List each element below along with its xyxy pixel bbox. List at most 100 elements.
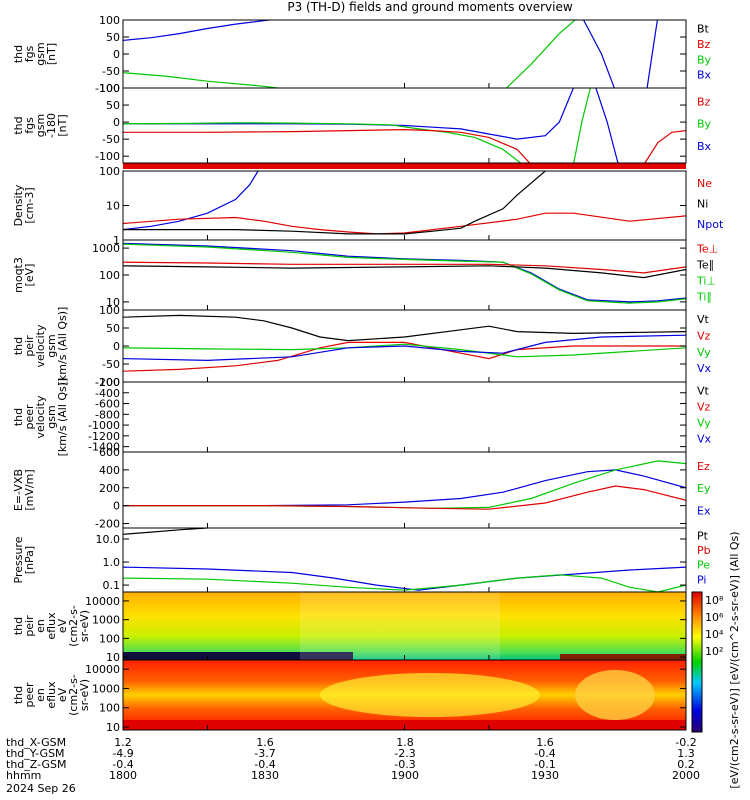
legend-entry: Vy — [697, 417, 711, 430]
y-axis-label: [nT] — [45, 43, 58, 65]
y-axis-label: thd — [12, 116, 25, 134]
y-axis-label: thd — [12, 686, 25, 704]
y-axis-label: eflux — [45, 681, 58, 709]
legend-entry: Ti⊥ — [696, 275, 716, 288]
legend-entry: Vx — [697, 362, 712, 375]
y-tick-label: -600 — [95, 398, 120, 411]
ephemeris-value: 1.6 — [256, 736, 274, 749]
y-tick-label: 0.1 — [103, 579, 121, 592]
series-line-0-by-1 — [123, 72, 283, 88]
legend-entry: Bz — [697, 38, 711, 51]
y-tick-label: -200 — [95, 518, 120, 531]
y-tick-label: 0 — [113, 48, 120, 61]
y-axis-label: (cm2-s- — [67, 674, 80, 716]
y-tick-label: -800 — [95, 408, 120, 421]
series-line-6-ey-1 — [123, 460, 686, 509]
series-line-7-pe-2 — [123, 574, 686, 592]
y-tick-label: -50 — [102, 65, 120, 78]
ephemeris-value: 1.3 — [677, 747, 695, 760]
ephemeris-value: -0.4 — [112, 758, 133, 771]
colorbar-tick-label: 10⁸ — [705, 594, 724, 607]
y-tick-label: -100 — [95, 376, 120, 389]
y-tick-label: 100 — [99, 14, 120, 27]
y-axis-label: gsm — [45, 334, 58, 357]
y-axis-label: [cm-3] — [23, 187, 36, 223]
y-tick-label: 10.0 — [96, 533, 121, 546]
y-axis-label: en — [34, 619, 47, 633]
legend-entry: Pi — [697, 573, 706, 586]
y-axis-label: Density — [12, 184, 25, 226]
spectrogram-low-energy-band — [123, 652, 353, 660]
y-axis-label: fgs — [23, 117, 36, 134]
series-line-2-npot-0 — [123, 171, 259, 231]
y-axis-label: thd — [12, 45, 25, 63]
colorbar-tick-label: 10⁶ — [705, 611, 724, 624]
ephemeris-value: -0.4 — [254, 758, 275, 771]
legend-entry: Ne — [697, 177, 712, 190]
legend-entry: Pb — [697, 544, 711, 557]
legend-entry: By — [697, 118, 712, 131]
colorbar — [691, 591, 703, 733]
legend-entry: Vx — [697, 432, 712, 445]
spectrogram-gap — [300, 592, 500, 660]
colorbar-tick-label: 10⁴ — [705, 628, 724, 641]
series-line-1-bz-2 — [123, 128, 531, 163]
y-axis-label: velocity — [34, 324, 47, 367]
y-axis-label: -180 — [45, 113, 58, 138]
date-label: 2024 Sep 26 — [6, 782, 76, 795]
series-line-7-pi-1 — [123, 566, 686, 591]
ephemeris-value: -3.7 — [254, 747, 275, 760]
ephemeris-value: 1.6 — [536, 736, 554, 749]
ephemeris-value: -0.3 — [394, 758, 415, 771]
y-axis-label: gsm — [34, 42, 47, 65]
y-tick-label: 100 — [99, 165, 120, 178]
y-axis-label: [km/s (All Qs)] — [56, 307, 69, 386]
series-line-4-vt-0 — [123, 314, 686, 342]
series-line-1-bx-5 — [595, 88, 619, 163]
y-axis-label: peir — [23, 615, 36, 637]
legend-entry: Te⊥ — [696, 243, 718, 256]
ephemeris-value: 1800 — [109, 769, 137, 782]
y-tick-label: 50 — [106, 31, 120, 44]
ephemeris-row-label: thd_Y-GSM — [6, 747, 65, 760]
y-tick-label: 1000 — [92, 242, 120, 255]
y-tick-label: 50 — [106, 322, 120, 335]
ephemeris-value: 1930 — [531, 769, 559, 782]
legend-entry: Bt — [697, 22, 710, 35]
y-tick-label: 10000 — [85, 663, 120, 676]
y-tick-label: 100 — [99, 632, 120, 645]
series-line-0-by-2 — [505, 20, 576, 88]
y-tick-label: -100 — [95, 82, 120, 95]
legend-entry: Bx — [697, 69, 712, 82]
spectrogram-core-late — [575, 670, 655, 720]
y-tick-label: 100 — [99, 269, 120, 282]
series-line-7-pt-0 — [123, 528, 208, 535]
series-line-1-by-1 — [123, 122, 522, 163]
ephemeris-row-label: hhmm — [6, 769, 41, 782]
y-axis-label: gsm — [34, 114, 47, 137]
y-axis-label: sr-eV) — [78, 610, 91, 642]
ephemeris-value: -4.9 — [112, 747, 133, 760]
y-tick-label: 1 — [113, 234, 120, 247]
legend-entry: Npot — [697, 218, 724, 231]
y-tick-label: 10 — [106, 200, 120, 213]
ephemeris-value: 1900 — [391, 769, 419, 782]
series-line-3-ti-1 — [123, 243, 686, 304]
y-axis-label: thd — [12, 617, 25, 635]
y-tick-label: 10000 — [85, 595, 120, 608]
colorbar-tick-label: 10² — [705, 645, 723, 658]
y-axis-label: thd — [12, 337, 25, 355]
legend-entry: Bz — [697, 96, 711, 109]
y-axis-label: [mV/m] — [23, 469, 36, 510]
legend-entry: Vy — [697, 346, 711, 359]
y-axis-label: peir — [23, 335, 36, 357]
legend-entry: Ey — [697, 482, 711, 495]
legend-entry: Pe — [697, 559, 710, 572]
quality-flag-bar — [123, 163, 686, 169]
y-tick-label: 100 — [99, 702, 120, 715]
series-line-2-ni-2 — [123, 171, 546, 235]
y-axis-label: [nPa] — [23, 546, 36, 574]
ephemeris-value: -2.3 — [394, 747, 415, 760]
y-tick-label: 1000 — [92, 682, 120, 695]
